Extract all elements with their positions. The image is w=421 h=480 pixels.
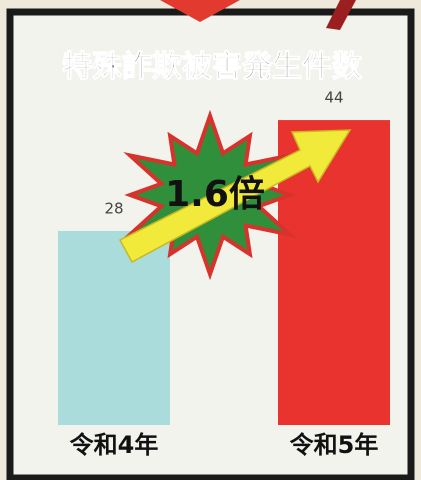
top-arrow: [160, 0, 240, 22]
value-label: 44: [324, 89, 343, 107]
x-tick-label: 令和4年: [70, 431, 159, 459]
value-label: 28: [104, 199, 123, 217]
x-tick-label: 令和5年: [290, 431, 379, 459]
annotation: 1.6倍: [165, 174, 265, 215]
trend-arrow: [118, 129, 352, 264]
chart-title: 特殊詐欺被害発生件数: [62, 50, 363, 85]
bar: [58, 230, 170, 425]
top-slash: [326, 0, 356, 30]
